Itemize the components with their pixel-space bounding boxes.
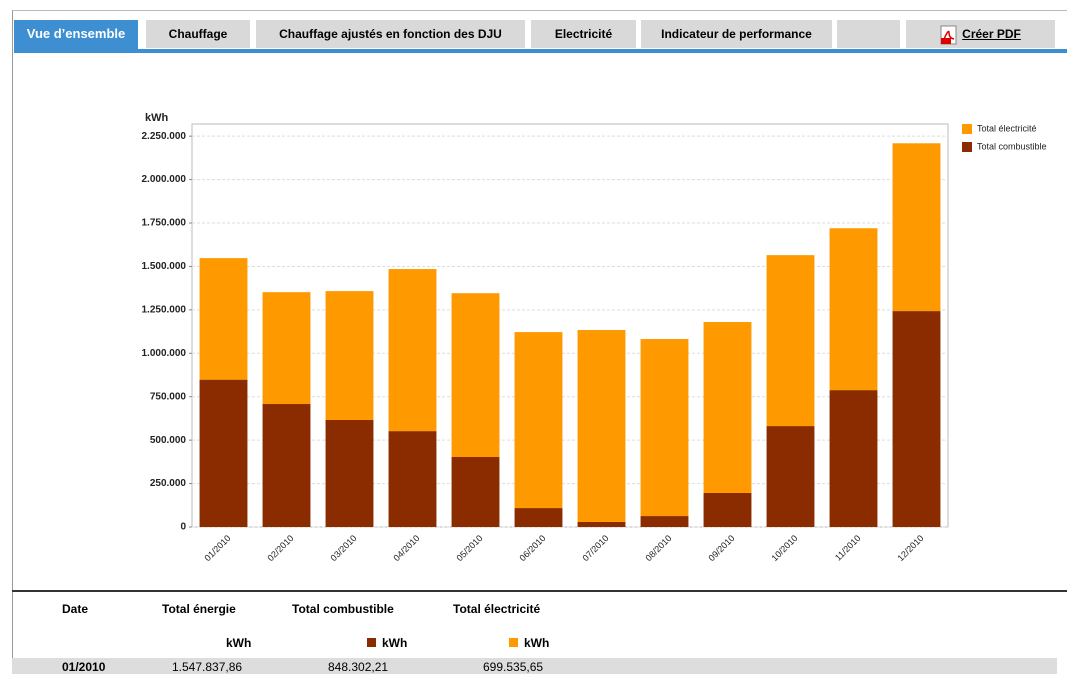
table-header: Date — [62, 602, 89, 616]
y-axis-label: kWh — [145, 112, 169, 124]
unit-swatch — [367, 638, 376, 647]
cell: 848.302,21 — [328, 660, 389, 674]
table: Date Total énergie Total combustible Tot… — [12, 590, 1067, 674]
bar-segment — [703, 492, 752, 527]
x-tick-label: 02/2010 — [266, 533, 296, 563]
table-header: Total électricité — [453, 602, 541, 616]
y-tick-label: 1.000.000 — [142, 348, 187, 359]
unit-cell: kWh — [509, 636, 549, 650]
bar-segment — [451, 293, 500, 457]
bar-segment — [829, 390, 878, 527]
unit: kWh — [524, 636, 550, 650]
bar-segment — [388, 431, 437, 527]
y-tick-label: 500.000 — [150, 435, 187, 446]
bar-segment — [892, 143, 941, 312]
bar-segment — [199, 379, 248, 527]
unit-cell: kWh — [367, 636, 407, 650]
table-header: Total combustible — [292, 602, 394, 616]
bar-segment — [577, 330, 626, 522]
legend-label: Total combustible — [977, 141, 1047, 151]
bar-segment — [703, 322, 752, 493]
y-tick-label: 0 — [180, 522, 186, 533]
x-tick-label: 08/2010 — [644, 533, 674, 563]
y-tick-label: 1.250.000 — [142, 305, 187, 316]
y-tick-label: 2.250.000 — [142, 131, 187, 142]
tab[interactable]: Vue d’ensemble — [14, 20, 138, 50]
bar-segment — [766, 255, 815, 427]
cell: 699.535,65 — [483, 660, 544, 674]
bar-segment — [640, 516, 689, 527]
y-tick-label: 2.000.000 — [142, 174, 187, 185]
x-tick-label: 06/2010 — [518, 533, 548, 563]
bar-segment — [640, 339, 689, 517]
legend-swatch — [962, 124, 972, 134]
tab[interactable]: Chauffage ajustés en fonction des DJU — [256, 20, 525, 48]
x-tick-label: 07/2010 — [581, 533, 611, 563]
tab[interactable]: Chauffage — [146, 20, 250, 48]
unit-swatch — [509, 638, 518, 647]
x-tick-label: 04/2010 — [392, 533, 422, 563]
legend-swatch — [962, 142, 972, 152]
pdf-icon — [940, 25, 957, 45]
bar-segment — [325, 291, 374, 420]
y-tick-label: 750.000 — [150, 391, 187, 402]
bar-segment — [829, 228, 878, 391]
unit: kWh — [226, 636, 252, 650]
cell: 1.547.837,86 — [172, 660, 243, 674]
table-row[interactable]: 01/2010 1.547.837,86 848.302,21 699.535,… — [12, 658, 1057, 674]
tab[interactable]: Indicateur de performance — [641, 20, 832, 48]
y-tick-label: 1.500.000 — [142, 261, 187, 272]
pdf-label[interactable]: Créer PDF — [962, 27, 1021, 41]
tab-blank — [837, 20, 900, 48]
tab[interactable]: Electricité — [531, 20, 636, 48]
bar-segment — [262, 404, 311, 527]
bar-segment — [514, 508, 563, 527]
frame — [12, 10, 1067, 666]
bar-segment — [514, 332, 563, 509]
plot-area — [191, 123, 949, 528]
unit: kWh — [382, 636, 408, 650]
cell: 01/2010 — [62, 660, 106, 674]
x-tick-label: 11/2010 — [833, 533, 863, 563]
tab-underline — [14, 49, 1067, 53]
x-tick-label: 03/2010 — [329, 533, 359, 563]
bar-segment — [388, 269, 437, 432]
bar-segment — [262, 292, 311, 405]
x-tick-label: 05/2010 — [455, 533, 485, 563]
y-tick-label: 1.750.000 — [142, 218, 187, 229]
legend-label: Total électricité — [977, 123, 1037, 133]
chart: kWh 0 250.000 500.000 750.000 1.000.000 1.250… — [142, 112, 1047, 563]
y-tick-label: 250.000 — [150, 478, 187, 489]
x-tick-label: 12/2010 — [896, 533, 926, 563]
bar-segment — [766, 426, 815, 527]
x-tick-label: 01/2010 — [203, 533, 233, 563]
bar-segment — [451, 456, 500, 527]
x-tick-label: 09/2010 — [707, 533, 737, 563]
x-tick-label: 10/2010 — [770, 533, 800, 563]
bar-segment — [199, 258, 248, 380]
bar-segment — [577, 521, 626, 527]
bar-segment — [892, 311, 941, 527]
table-header: Total énergie — [162, 602, 236, 616]
pdf-button[interactable]: Créer PDF — [906, 20, 1055, 48]
bar-segment — [325, 419, 374, 527]
